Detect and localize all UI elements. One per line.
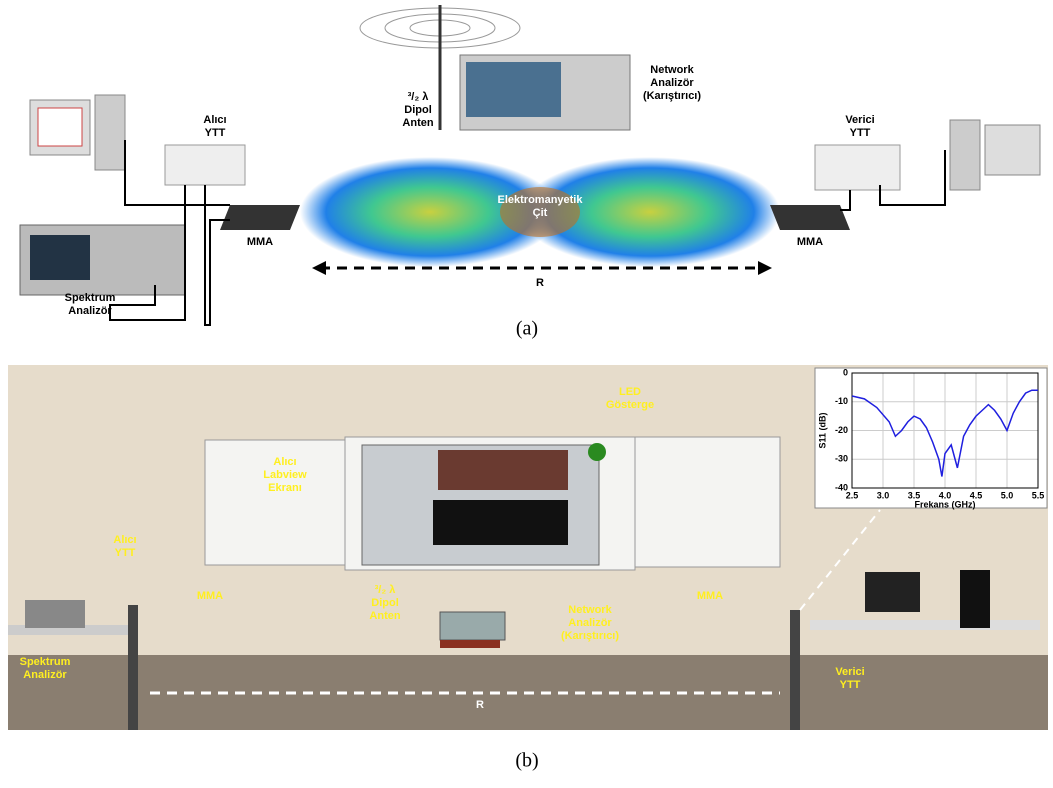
mma-panel: [790, 610, 800, 730]
label: R: [476, 699, 484, 711]
label: YTT: [840, 679, 861, 691]
stool: [440, 640, 500, 648]
monitor: [865, 572, 920, 612]
network-analyzer-device: [440, 612, 505, 640]
label: Alıcı: [273, 456, 296, 468]
label: YTT: [115, 547, 136, 559]
label: LED: [619, 386, 641, 398]
label: Labview: [263, 469, 307, 481]
screen: [38, 108, 82, 146]
diagram-a: [20, 5, 1040, 325]
label: MMA: [697, 590, 723, 602]
label: Verici: [835, 666, 864, 678]
label: MMA: [797, 236, 823, 248]
label: MMA: [247, 236, 273, 248]
label: Dipol: [371, 597, 399, 609]
label: Alıcı: [113, 534, 136, 546]
label: Alıcı: [203, 114, 226, 126]
label: ³/₂ λ: [375, 584, 396, 596]
label: Spektrum: [20, 656, 71, 668]
spectrum-plot: [433, 500, 568, 545]
label: Verici: [845, 114, 874, 126]
whiteboard: [635, 437, 780, 567]
label: Anten: [369, 610, 400, 622]
page: NetworkAnalizör(Karıştırıcı)³/₂ λDipolAn…: [0, 0, 1053, 783]
y-tick-label: -20: [835, 425, 848, 435]
transmitter-device: [815, 145, 900, 190]
x-axis-label: Frekans (GHz): [914, 499, 975, 509]
caption: (b): [515, 750, 538, 772]
arrow-head: [758, 261, 772, 275]
label: (Karıştırıcı): [561, 630, 619, 642]
receiver-device: [165, 145, 245, 185]
label: YTT: [205, 127, 226, 139]
photo-b: [8, 365, 1048, 730]
y-tick-label: -30: [835, 454, 848, 464]
label: MMA: [197, 590, 223, 602]
label: YTT: [850, 127, 871, 139]
monitor: [985, 125, 1040, 175]
spectrum-device: [25, 600, 85, 628]
led: [588, 443, 606, 461]
caption: (a): [516, 318, 538, 340]
antenna-left: [220, 205, 300, 230]
arrow-head: [312, 261, 326, 275]
label: ³/₂ λ: [408, 91, 429, 103]
label: Gösterge: [606, 399, 654, 411]
label: Analizör: [68, 305, 112, 317]
y-tick-label: -40: [835, 482, 848, 492]
label: Anten: [402, 117, 433, 129]
screen: [466, 62, 561, 117]
label: (Karıştırıcı): [643, 90, 701, 102]
mma-panel: [128, 605, 138, 730]
pc-tower: [960, 570, 990, 628]
label: Analizör: [568, 617, 612, 629]
label: Analizör: [23, 669, 67, 681]
label: Network: [568, 604, 612, 616]
pc-tower: [95, 95, 125, 170]
pc-tower: [950, 120, 980, 190]
signal-plot: [438, 450, 568, 490]
label: Çit: [533, 207, 548, 219]
label: Ekranı: [268, 482, 302, 494]
y-tick-label: 0: [843, 367, 848, 377]
label: Network: [650, 64, 694, 76]
x-tick-label: 5.0: [1001, 490, 1014, 500]
y-axis-label: S11 (dB): [817, 412, 827, 448]
label: R: [536, 277, 544, 289]
screen: [30, 235, 90, 280]
y-tick-label: -10: [835, 396, 848, 406]
desk: [810, 620, 1040, 630]
figure: NetworkAnalizör(Karıştırıcı)³/₂ λDipolAn…: [0, 0, 1053, 783]
antenna-right: [770, 205, 850, 230]
label: Dipol: [404, 104, 432, 116]
x-tick-label: 3.0: [877, 490, 890, 500]
label: Elektromanyetik: [498, 194, 584, 206]
label: Analizör: [650, 77, 694, 89]
cable: [840, 190, 850, 210]
label: Spektrum: [65, 292, 116, 304]
x-tick-label: 5.5: [1032, 490, 1045, 500]
